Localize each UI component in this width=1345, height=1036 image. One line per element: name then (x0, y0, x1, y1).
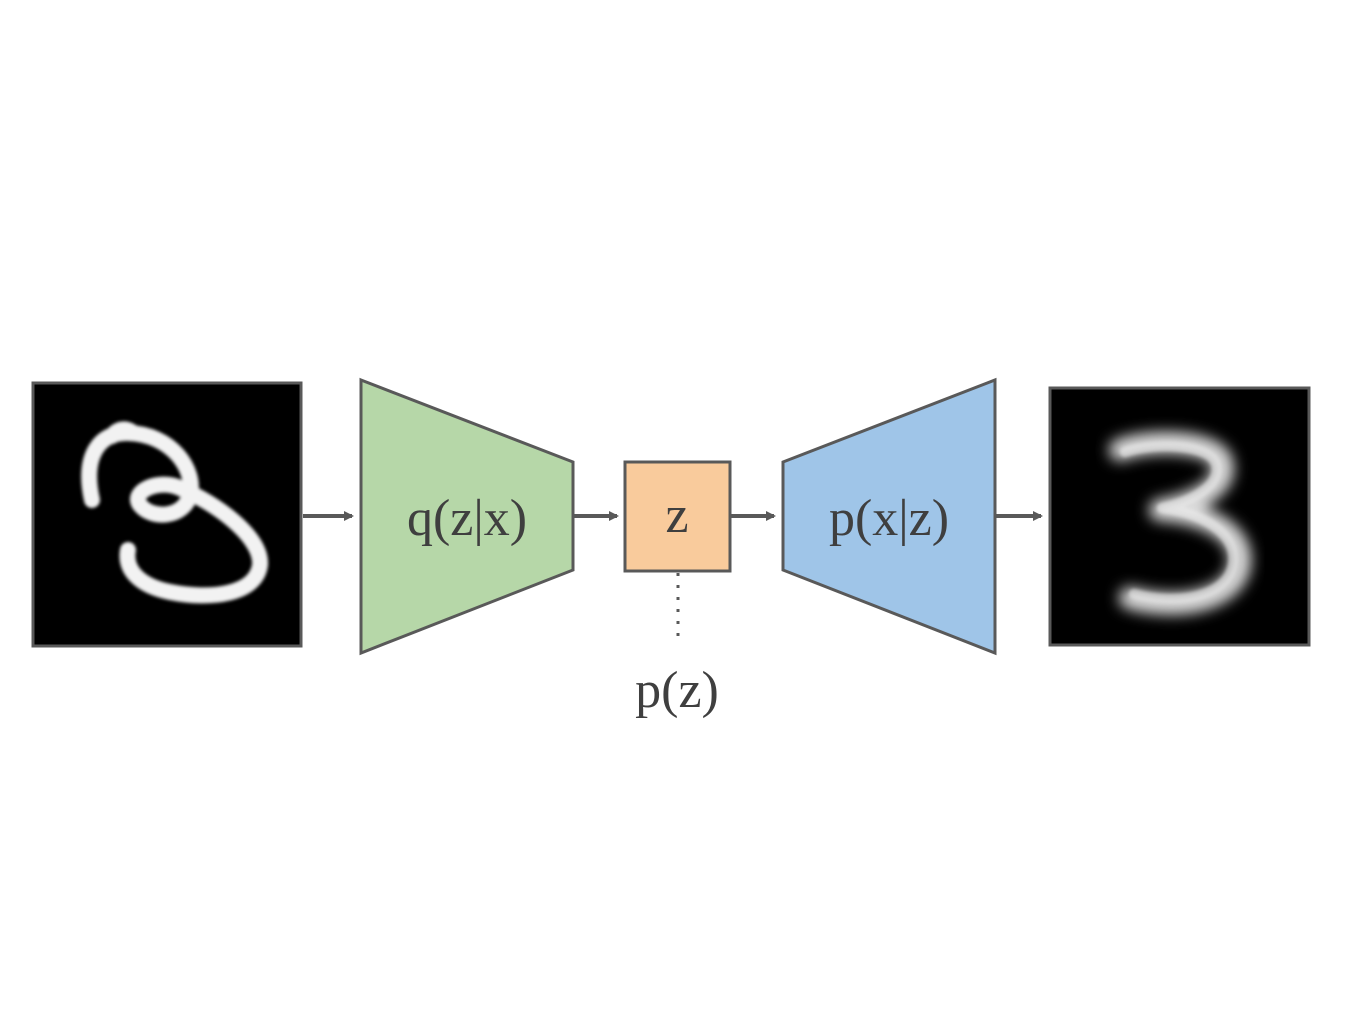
latent-block: z (623, 460, 732, 573)
encoder-block: q(z|x) (359, 377, 575, 656)
latent-label: z (665, 487, 688, 544)
output-digit-image (1048, 386, 1311, 647)
input-digit-image (31, 381, 303, 648)
decoder-block: p(x|z) (781, 377, 997, 656)
prior-label: p(z) (635, 662, 719, 719)
decoder-label: p(x|z) (829, 490, 949, 547)
encoder-label: q(z|x) (407, 490, 527, 547)
